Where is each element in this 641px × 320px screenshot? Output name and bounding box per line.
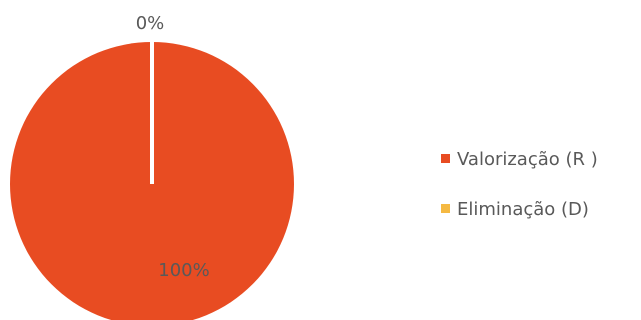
- legend-swatch-2: [441, 204, 450, 213]
- data-label-2: 0%: [136, 13, 165, 34]
- pie-slices: [10, 41, 294, 320]
- legend-label-2: Eliminação (D): [457, 199, 589, 220]
- data-labels: 100% 0%: [136, 13, 210, 281]
- legend: Valorização (R ) Eliminação (D): [441, 149, 598, 220]
- legend-label-1: Valorização (R ): [457, 149, 598, 170]
- data-label-1: 100%: [158, 260, 209, 281]
- legend-swatch-1: [441, 154, 450, 163]
